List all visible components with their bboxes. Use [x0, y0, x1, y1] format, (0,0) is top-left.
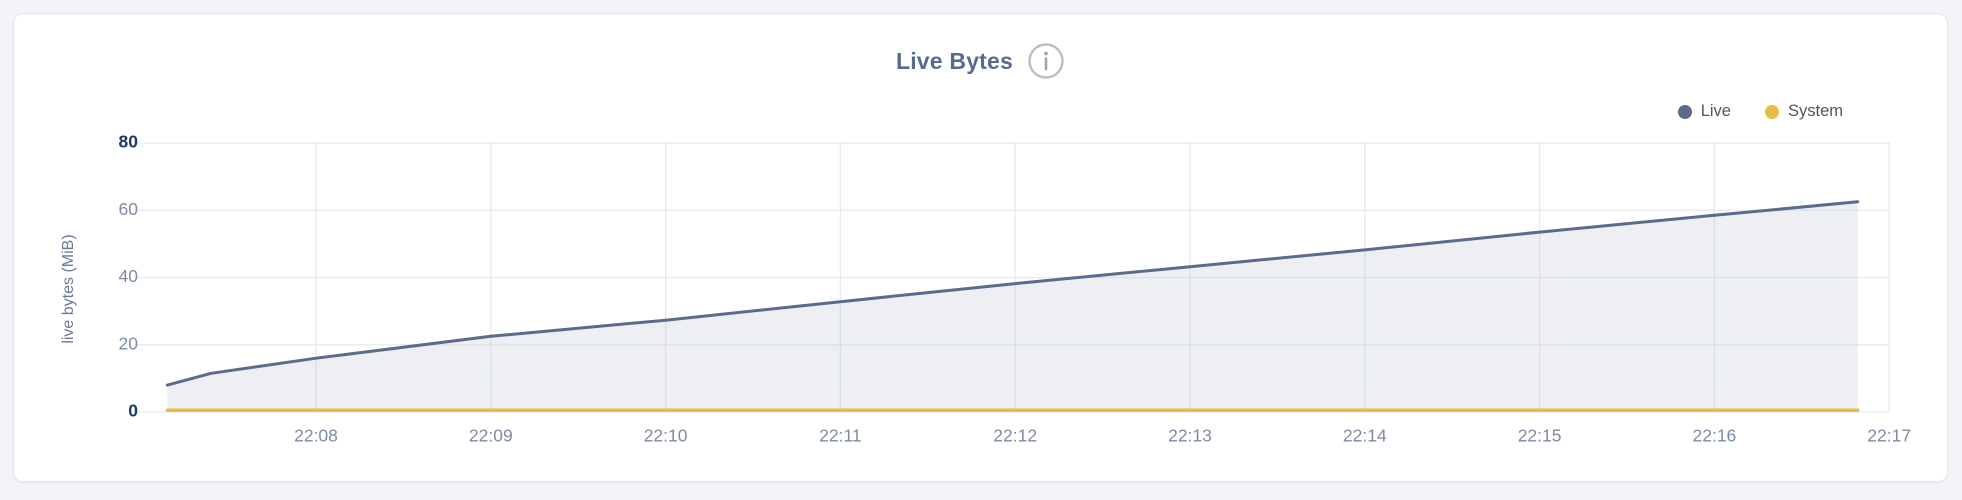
x-tick-label: 22:13 — [1168, 426, 1212, 446]
legend-label-system: System — [1787, 102, 1843, 120]
chart-title: Live Bytes — [895, 47, 1014, 74]
y-tick-label: 60 — [119, 199, 139, 219]
x-tick-label: 22:14 — [1343, 426, 1387, 446]
x-tick-label: 22:10 — [644, 426, 688, 446]
legend-item-system[interactable]: System — [1764, 102, 1843, 121]
x-tick-label: 22:15 — [1518, 426, 1562, 446]
y-tick-label: 40 — [119, 266, 139, 286]
chart-header: Live Bytes — [14, 42, 1947, 80]
y-tick-label: 0 — [128, 401, 138, 421]
series-line-live — [165, 200, 1860, 387]
chart-card: Live Bytes Live System live bytes (MiB) — [13, 13, 1948, 482]
x-tick-label: 22:16 — [1693, 426, 1737, 446]
x-tick-label: 22:11 — [819, 426, 862, 446]
legend-item-live[interactable]: Live — [1677, 102, 1731, 121]
info-icon[interactable] — [1027, 42, 1065, 80]
y-tick-label: 20 — [119, 333, 139, 353]
x-tick-label: 22:17 — [1867, 426, 1911, 446]
legend-label-live: Live — [1700, 102, 1731, 120]
legend: Live System — [1677, 102, 1843, 121]
legend-dot-live-icon — [1677, 104, 1692, 119]
x-tick-label: 22:12 — [993, 426, 1037, 446]
x-tick-label: 22:08 — [294, 426, 338, 446]
legend-dot-system-icon — [1764, 104, 1779, 119]
y-tick-label: 80 — [119, 132, 139, 152]
x-tick-label: 22:09 — [469, 426, 513, 446]
area-fill-live — [167, 201, 1858, 412]
